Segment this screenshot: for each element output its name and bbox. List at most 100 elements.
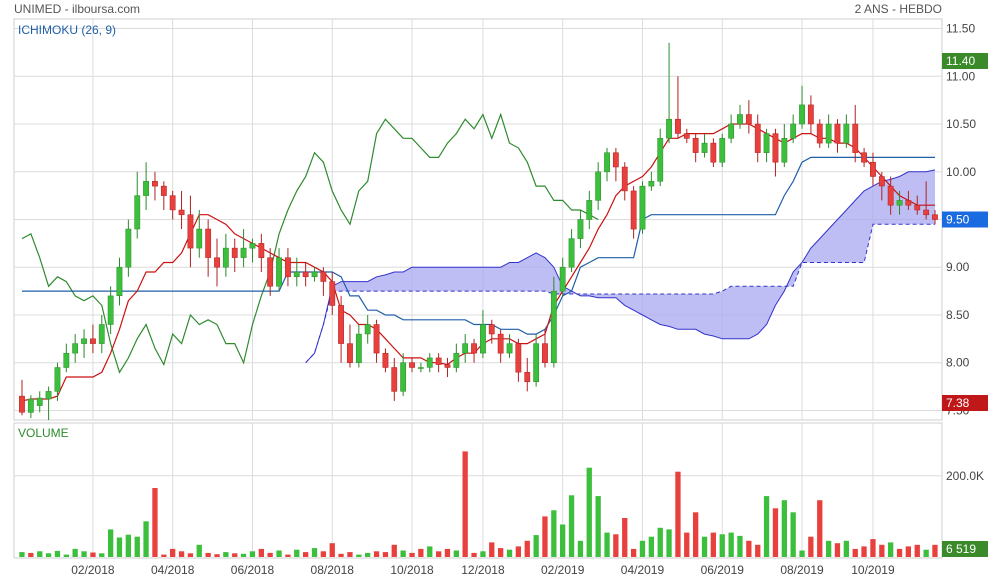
candle-body xyxy=(728,123,735,139)
volume-bar xyxy=(427,546,433,557)
y-tick-label: 10.00 xyxy=(946,165,976,179)
candle-body xyxy=(542,343,548,363)
indicator-lines xyxy=(21,112,935,402)
candle-body xyxy=(27,398,34,413)
volume-bar xyxy=(196,544,202,557)
badge-current: 9.50 xyxy=(942,211,988,228)
volume-bar xyxy=(914,544,920,557)
volume-bar xyxy=(684,532,690,557)
x-tick-label: 06/2018 xyxy=(231,563,275,577)
candle-body xyxy=(116,266,123,297)
candle-body xyxy=(763,133,770,153)
candle-body xyxy=(719,138,726,163)
x-tick-label: 04/2018 xyxy=(151,563,195,577)
volume-tick-label: 200.0K xyxy=(946,469,984,483)
badge-low: 7.38 xyxy=(942,395,988,411)
volume-bar xyxy=(161,554,167,557)
volume-bar xyxy=(719,534,725,557)
volume-bar xyxy=(391,544,397,557)
volume-bar xyxy=(187,553,194,557)
volume-bar xyxy=(356,554,362,557)
badge-current-text: 9.50 xyxy=(946,213,970,227)
volume-bar xyxy=(489,542,495,557)
volume-bar xyxy=(622,518,628,557)
volume-bar xyxy=(170,548,176,557)
candle-body xyxy=(19,395,25,413)
volume-bar xyxy=(178,551,185,557)
x-tick-label: 10/2018 xyxy=(390,563,434,577)
candle-body xyxy=(745,114,752,125)
volume-bar xyxy=(329,543,335,557)
candle-body xyxy=(409,362,415,368)
candle-body xyxy=(577,219,584,239)
candle-body xyxy=(861,152,867,163)
volume-bar xyxy=(444,548,451,557)
y-tick-label: 8.50 xyxy=(946,308,970,322)
volume-bar xyxy=(480,551,486,557)
volume-bar xyxy=(701,536,708,557)
volume-bar xyxy=(471,552,477,557)
volume-bar xyxy=(843,540,849,557)
candle-body xyxy=(887,185,894,206)
candle-body xyxy=(152,181,158,187)
senkou-span-a xyxy=(305,169,936,364)
x-tick-label: 08/2019 xyxy=(780,563,824,577)
volume-bar xyxy=(772,508,779,557)
volume-bar xyxy=(54,550,61,557)
volume-bar xyxy=(755,544,761,557)
y-tick-label: 8.00 xyxy=(946,356,970,370)
candle-body xyxy=(426,357,433,368)
candle-body xyxy=(329,281,336,306)
candle-body xyxy=(533,343,540,383)
volume-bar xyxy=(666,529,672,557)
candle-body xyxy=(160,185,167,196)
volume-bar xyxy=(817,500,823,557)
volume-bar xyxy=(400,550,406,557)
candle-body xyxy=(878,176,885,187)
volume-bar xyxy=(276,550,282,557)
volume-bar xyxy=(932,544,938,557)
candle-body xyxy=(400,362,407,392)
candle-body xyxy=(72,343,79,354)
candle-body xyxy=(612,152,619,168)
volume-bar xyxy=(879,544,885,557)
volume-bar xyxy=(861,546,867,557)
volume-bar xyxy=(134,536,140,557)
candle-body xyxy=(364,324,371,335)
candle-body xyxy=(355,333,362,363)
candle-body xyxy=(630,190,637,230)
volume-bar xyxy=(28,552,34,557)
candle-body xyxy=(54,367,61,392)
candle-body xyxy=(214,257,220,268)
badge-high-text: 11.40 xyxy=(946,54,975,68)
x-tick-label: 10/2019 xyxy=(851,563,895,577)
volume-bar xyxy=(506,549,513,557)
volume-bar xyxy=(657,527,663,557)
volume-bar xyxy=(515,546,521,557)
candle-body xyxy=(639,185,646,230)
volume-bar xyxy=(905,546,911,557)
candle-body xyxy=(435,357,442,365)
volume-bar xyxy=(294,549,300,557)
x-tick-label: 06/2019 xyxy=(701,563,745,577)
volume-bar xyxy=(595,496,601,557)
volume-bar xyxy=(338,553,344,557)
volume-bar xyxy=(108,529,114,557)
candle-body xyxy=(515,343,522,373)
badge-volume-text: 6 519 xyxy=(946,542,976,556)
y-tick-label: 11.50 xyxy=(946,22,975,36)
volume-bar xyxy=(99,553,105,557)
candle-body xyxy=(267,257,274,287)
candle-body xyxy=(276,257,282,287)
candle-body xyxy=(258,243,265,258)
kijun-sen xyxy=(22,156,935,335)
candle-body xyxy=(196,228,203,249)
volume-bar xyxy=(320,551,326,557)
volume-bar xyxy=(249,551,256,557)
volume-bar xyxy=(462,451,468,557)
volume-bar xyxy=(347,552,353,557)
volume-bar xyxy=(63,554,69,557)
candle-body xyxy=(816,123,823,144)
volume-bar xyxy=(205,552,211,557)
volume-bar xyxy=(382,552,389,557)
